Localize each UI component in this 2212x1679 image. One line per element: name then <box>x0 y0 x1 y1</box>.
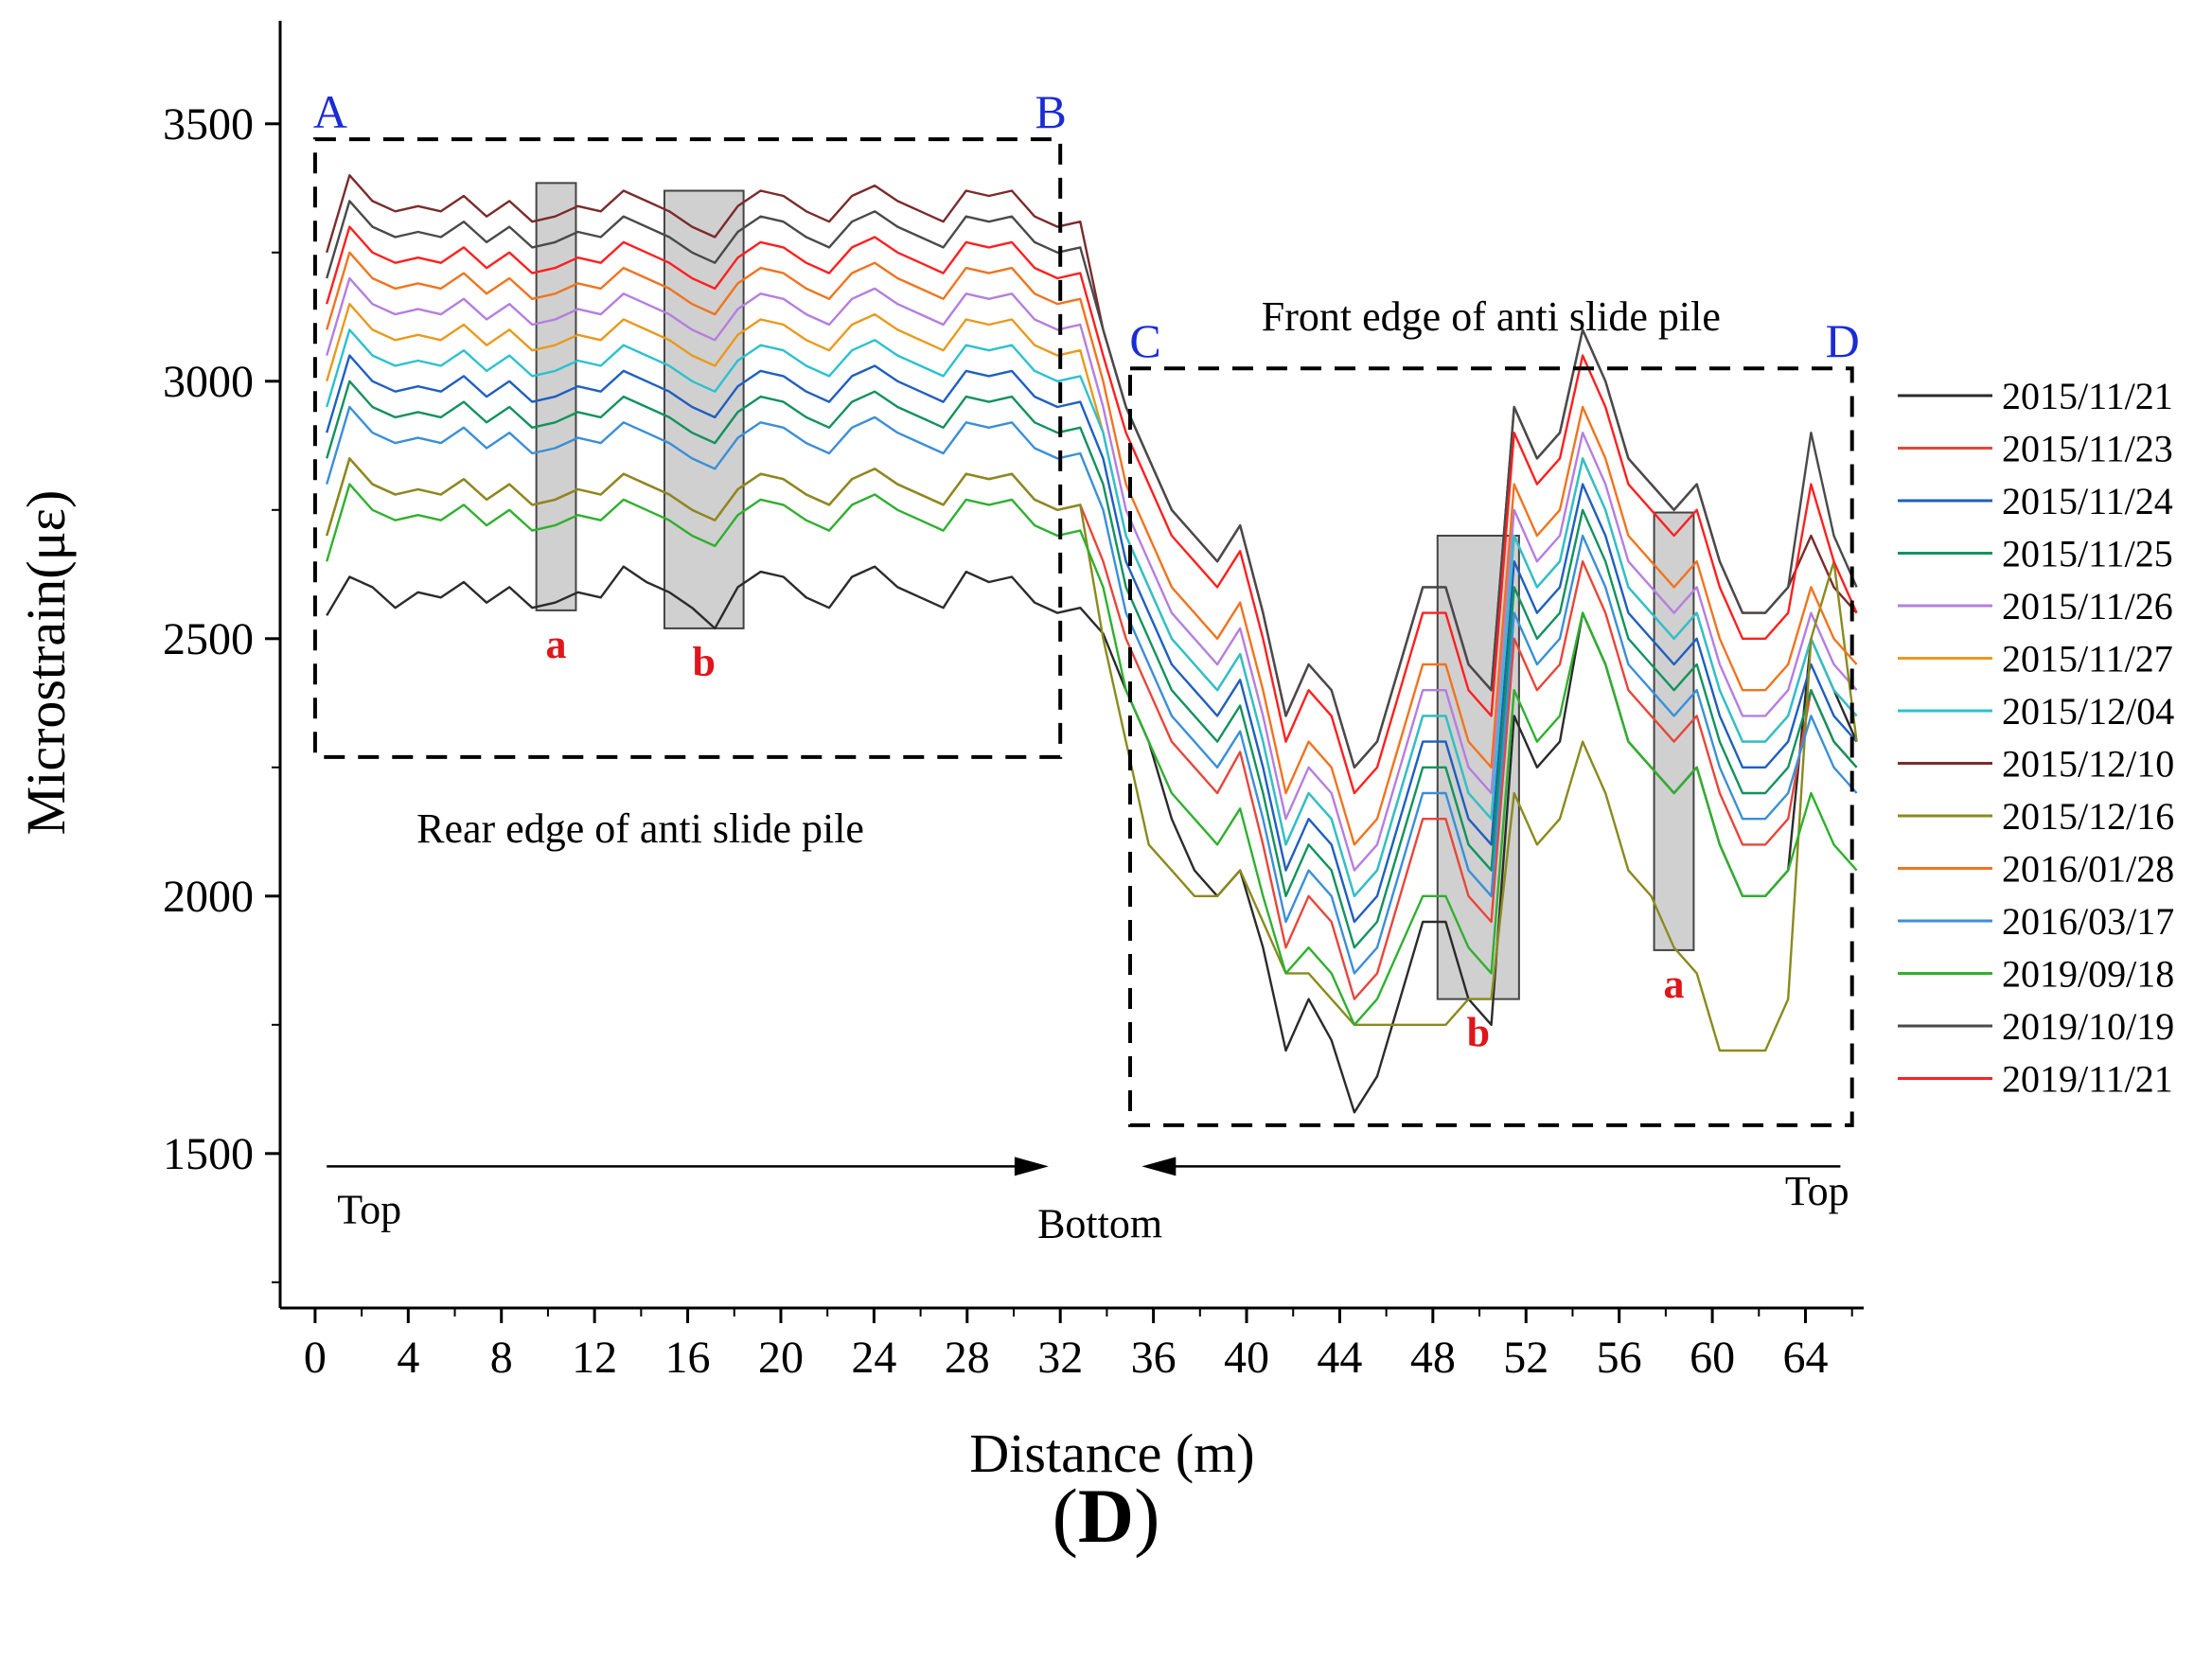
region-label-D: D <box>1826 314 1860 367</box>
highlight-label-a-1: a <box>546 621 567 667</box>
legend-item: 2015/11/27 <box>1898 638 2173 680</box>
x-tick-label: 32 <box>1037 1333 1083 1383</box>
y-tick-label: 2000 <box>163 872 254 922</box>
highlight-box-a-4 <box>1653 511 1695 951</box>
legend-label: 2015/12/04 <box>2002 690 2174 733</box>
series-line-2015-12-04 <box>326 328 1858 897</box>
legend-label: 2015/12/16 <box>2002 795 2174 838</box>
series-line-2019-11-21 <box>326 225 1858 795</box>
legend-label: 2019/09/18 <box>2002 953 2174 996</box>
series-line-2015-11-26 <box>326 276 1858 872</box>
series-layer <box>326 174 1858 1114</box>
y-tick-label: 1500 <box>163 1129 254 1179</box>
arrow-label-bottom: Bottom <box>1037 1200 1162 1246</box>
series-line-2015-11-25 <box>326 380 1858 949</box>
x-tick-label: 4 <box>397 1333 419 1383</box>
y-tick-label: 2500 <box>163 614 254 664</box>
legend-item: 2015/11/23 <box>1898 428 2173 470</box>
arrow-label-top-right: Top <box>1785 1168 1849 1214</box>
region-label-C: C <box>1129 314 1160 367</box>
series-line-2019-10-19 <box>326 200 1858 769</box>
legend-label: 2015/11/26 <box>2002 585 2173 627</box>
legend-label: 2015/11/27 <box>2002 638 2173 680</box>
region-label-A: A <box>313 85 347 138</box>
legend: 2015/11/21 2015/11/23 2015/11/24 2015/11/25… <box>1898 375 2174 1101</box>
axis-layer: 0 4 8 12 16 20 24 28 32 36 40 44 48 52 56 60 64150020002… <box>163 21 1864 1383</box>
series-line-2016-03-17 <box>326 405 1858 975</box>
region-caption-1: Rear edge of anti slide pile <box>416 805 864 852</box>
x-tick-label: 52 <box>1503 1333 1548 1383</box>
x-tick-label: 28 <box>945 1333 990 1383</box>
legend-label: 2015/12/10 <box>2002 743 2174 786</box>
x-tick-label: 40 <box>1224 1333 1269 1383</box>
figure-label-letter: D <box>1077 1473 1135 1559</box>
x-tick-label: 8 <box>490 1333 513 1383</box>
legend-item: 2019/10/19 <box>1898 1005 2174 1048</box>
highlight-label-b-2: b <box>693 639 716 685</box>
legend-item: 2015/11/21 <box>1898 375 2173 417</box>
highlight-label-a-4: a <box>1663 961 1684 1007</box>
series-line-2015-11-24 <box>326 354 1858 924</box>
legend-label: 2019/11/21 <box>2002 1058 2173 1101</box>
legend-item: 2015/11/26 <box>1898 585 2173 627</box>
legend-item: 2016/01/28 <box>1898 848 2174 891</box>
legend-label: 2015/11/24 <box>2002 480 2173 522</box>
x-tick-label: 60 <box>1690 1333 1735 1383</box>
figure-label-open: ( <box>1052 1473 1078 1559</box>
highlight-label-b-3: b <box>1467 1010 1490 1056</box>
region-label-B: B <box>1035 85 1067 138</box>
x-tick-label: 20 <box>758 1333 804 1383</box>
x-tick-label: 0 <box>304 1333 327 1383</box>
series-line-2016-01-28 <box>326 251 1858 846</box>
series-line-2015-12-16 <box>326 457 1858 1052</box>
legend-label: 2015/11/25 <box>2002 533 2173 575</box>
legend-label: 2016/03/17 <box>2002 900 2174 943</box>
legend-item: 2015/12/16 <box>1898 795 2174 838</box>
region-box-2 <box>1128 366 1854 1127</box>
legend-label: 2019/10/19 <box>2002 1005 2174 1048</box>
arrow-label-top-left: Top <box>337 1186 401 1232</box>
legend-item: 2015/11/25 <box>1898 533 2173 575</box>
x-tick-label: 16 <box>665 1333 711 1383</box>
legend-item: 2019/11/21 <box>1898 1058 2173 1101</box>
region-caption-2: Front edge of anti slide pile <box>1262 293 1721 340</box>
x-tick-label: 12 <box>572 1333 617 1383</box>
figure-label-close: ) <box>1134 1473 1160 1559</box>
x-tick-label: 44 <box>1317 1333 1362 1383</box>
legend-item: 2015/11/24 <box>1898 480 2173 522</box>
y-tick-label: 3500 <box>163 99 254 150</box>
highlight-box-b-2 <box>663 189 745 629</box>
x-axis-label: Distance (m) <box>969 1423 1254 1484</box>
legend-item: 2015/12/04 <box>1898 690 2174 733</box>
region-layer: A B Rear edge of anti slide pile C D Front ed… <box>313 85 1860 1127</box>
legend-item: 2015/12/10 <box>1898 743 2174 786</box>
x-tick-label: 48 <box>1410 1333 1456 1383</box>
arrow-layer: Top Bottom Top <box>327 1157 1849 1246</box>
x-tick-label: 36 <box>1131 1333 1177 1383</box>
figure-label: (D) <box>0 1472 2212 1561</box>
legend-item: 2016/03/17 <box>1898 900 2174 943</box>
x-tick-label: 56 <box>1597 1333 1642 1383</box>
x-tick-label: 24 <box>851 1333 896 1383</box>
arrow-right-head <box>1141 1157 1177 1176</box>
legend-label: 2015/11/21 <box>2002 375 2173 417</box>
legend-label: 2016/01/28 <box>2002 848 2174 891</box>
arrow-left-head <box>1014 1157 1049 1176</box>
y-tick-label: 3000 <box>163 357 254 407</box>
legend-label: 2015/11/23 <box>2002 428 2173 470</box>
legend-item: 2019/09/18 <box>1898 953 2174 996</box>
series-line-2019-09-18 <box>326 483 1858 1026</box>
y-axis-label: Microstrain(με) <box>15 490 77 836</box>
x-tick-label: 64 <box>1782 1333 1828 1383</box>
